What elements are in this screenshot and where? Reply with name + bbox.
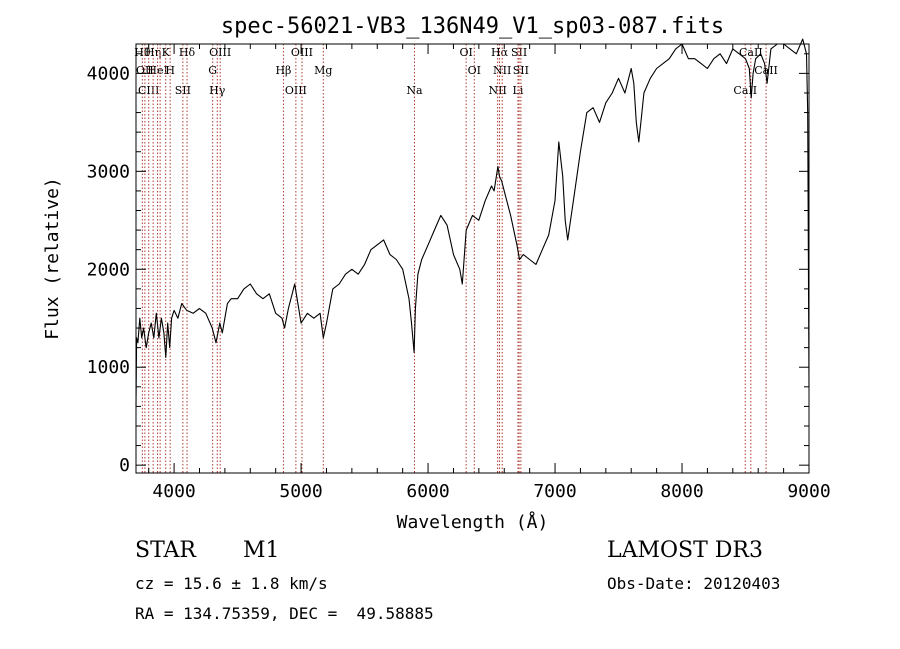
spectral-line-label: OIII [291,46,313,59]
spectral-line-label: NII [493,64,511,77]
y-tick-label: 4000 [87,63,130,84]
spectral-line-label: SII [175,84,191,97]
x-tick-label: 9000 [787,481,830,502]
spectral-line-label: SII [511,46,527,59]
spectral-line-label: CaII [754,64,778,77]
spectral-line-label: OIII [209,46,231,59]
survey-name: LAMOST DR3 [607,538,763,563]
x-axis-label: Wavelength (Å) [397,511,549,533]
y-tick-label: 2000 [87,259,130,280]
spectral-line-label: OI [468,64,481,77]
spectral-line-label: OIII [285,84,307,97]
spectral-line-label: NII [488,84,506,97]
spectral-line-label: Hθ [134,46,151,59]
spectral-line-label: G [208,64,217,77]
spectral-line-label: K [162,46,171,59]
x-tick-label: 8000 [660,481,703,502]
coordinates-text: RA = 134.75359, DEC = 49.58885 [135,604,434,623]
spectral-line-label: Mg [314,64,332,77]
spectral-line-label: CIII [138,84,159,97]
spectral-line-label: Hη [145,46,161,59]
spectral-line-label: CaII [733,84,757,97]
spectral-line-label: CaII [739,46,763,59]
y-axis-label: Flux (relative) [42,177,63,340]
object-class: STAR [135,538,196,563]
spectral-line-label: Na [406,84,423,97]
spectral-line-label: H [165,64,175,77]
spectrum-series-line [135,38,810,407]
object-subclass: M1 [243,538,280,563]
spectral-line-label: Hα [491,46,509,59]
spectral-line-label: HeI [147,64,167,77]
obs-date-text: Obs-Date: 20120403 [607,574,781,593]
redshift-text: cz = 15.6 ± 1.8 km/s [135,574,328,593]
spectrum-chart: spec-56021-VB3_136N49_V1_sp03-087.fits Hθ… [42,14,831,533]
x-tick-label: 7000 [533,481,576,502]
x-tick-label: 6000 [406,481,449,502]
x-tick-label: 4000 [152,481,195,502]
x-tick-label: 5000 [279,481,322,502]
spectral-line-label: OI [459,46,472,59]
spectral-line-label: Hδ [179,46,196,59]
y-tick-label: 3000 [87,161,130,182]
spectral-line-label: Hβ [275,64,291,77]
spectral-line-label: Hγ [209,84,226,97]
plot-frame [135,43,810,474]
y-tick-label: 1000 [87,357,130,378]
spectral-line-label: SII [513,64,529,77]
chart-title: spec-56021-VB3_136N49_V1_sp03-087.fits [221,14,724,39]
spectral-line-label: Li [513,84,524,97]
y-tick-label: 0 [119,455,130,476]
